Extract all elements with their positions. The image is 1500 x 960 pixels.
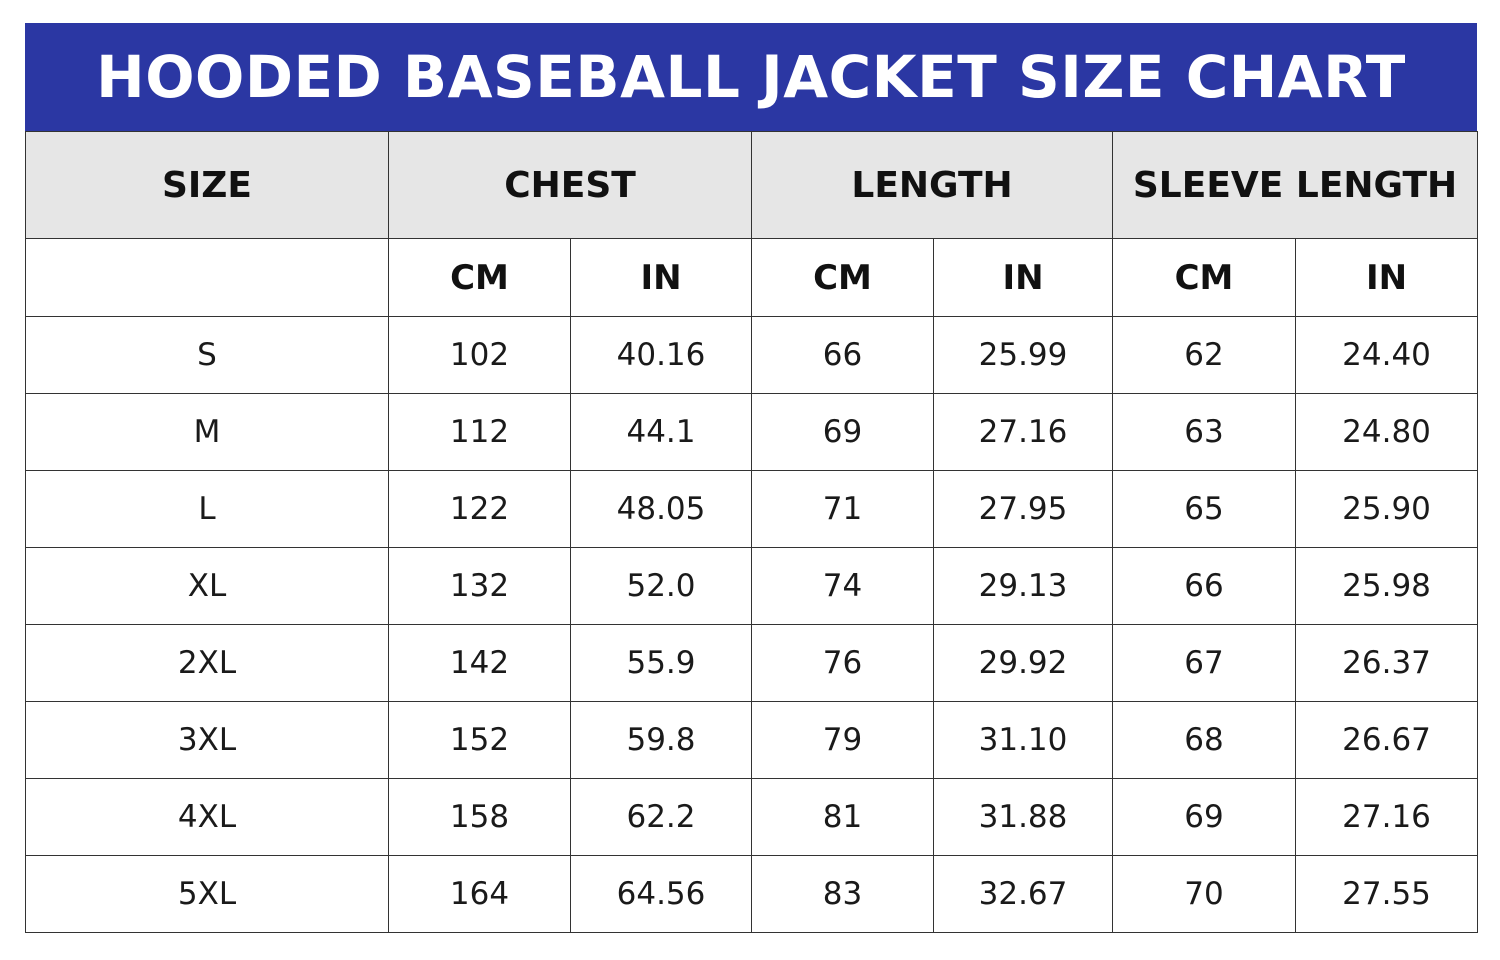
cell-sleeve-in: 25.90 xyxy=(1295,470,1479,548)
cell-chest-cm: 158 xyxy=(388,778,571,856)
cell-size: 3XL xyxy=(25,701,389,779)
cell-chest-in: 59.8 xyxy=(570,701,752,779)
cell-chest-in: 48.05 xyxy=(570,470,752,548)
cell-chest-cm: 152 xyxy=(388,701,571,779)
table-row: 5XL 164 64.56 83 32.67 70 27.55 xyxy=(25,855,1479,933)
cell-length-cm: 81 xyxy=(751,778,934,856)
cell-chest-in: 64.56 xyxy=(570,855,752,933)
cell-chest-in: 62.2 xyxy=(570,778,752,856)
cell-length-in: 29.13 xyxy=(932,547,1114,625)
table-row: 4XL 158 62.2 81 31.88 69 27.16 xyxy=(25,778,1479,856)
chart-title: HOODED BASEBALL JACKET SIZE CHART xyxy=(96,43,1406,111)
cell-size: 2XL xyxy=(25,624,389,702)
table-row: 3XL 152 59.8 79 31.10 68 26.67 xyxy=(25,701,1479,779)
cell-chest-cm: 164 xyxy=(388,855,571,933)
cell-length-cm: 71 xyxy=(751,470,934,548)
table-row: XL 132 52.0 74 29.13 66 25.98 xyxy=(25,547,1479,625)
table-row: L 122 48.05 71 27.95 65 25.90 xyxy=(25,470,1479,548)
table-row: S 102 40.16 66 25.99 62 24.40 xyxy=(25,316,1479,394)
cell-size: XL xyxy=(25,547,389,625)
cell-sleeve-cm: 68 xyxy=(1112,701,1297,779)
cell-chest-cm: 132 xyxy=(388,547,571,625)
cell-length-in: 31.88 xyxy=(932,778,1114,856)
cell-sleeve-in: 24.40 xyxy=(1295,316,1479,394)
cell-length-cm: 76 xyxy=(751,624,934,702)
unit-length-in: IN xyxy=(932,238,1114,317)
cell-length-cm: 66 xyxy=(751,316,934,394)
cell-sleeve-in: 25.98 xyxy=(1295,547,1479,625)
size-chart: HOODED BASEBALL JACKET SIZE CHART SIZE C… xyxy=(25,23,1479,933)
cell-chest-in: 44.1 xyxy=(570,393,752,471)
cell-sleeve-in: 27.16 xyxy=(1295,778,1479,856)
unit-sleeve-cm: CM xyxy=(1112,238,1297,317)
header-row: SIZE CHEST LENGTH SLEEVE LENGTH xyxy=(25,131,1479,239)
header-size: SIZE xyxy=(25,131,389,239)
cell-size: S xyxy=(25,316,389,394)
cell-length-cm: 69 xyxy=(751,393,934,471)
cell-sleeve-in: 26.37 xyxy=(1295,624,1479,702)
table-row: 2XL 142 55.9 76 29.92 67 26.37 xyxy=(25,624,1479,702)
cell-length-in: 32.67 xyxy=(932,855,1114,933)
title-bar: HOODED BASEBALL JACKET SIZE CHART xyxy=(25,23,1477,131)
unit-blank xyxy=(25,238,389,317)
cell-sleeve-in: 24.80 xyxy=(1295,393,1479,471)
cell-chest-in: 40.16 xyxy=(570,316,752,394)
cell-sleeve-in: 26.67 xyxy=(1295,701,1479,779)
cell-sleeve-cm: 63 xyxy=(1112,393,1297,471)
cell-length-cm: 79 xyxy=(751,701,934,779)
cell-length-in: 27.16 xyxy=(932,393,1114,471)
cell-chest-cm: 122 xyxy=(388,470,571,548)
table-row: M 112 44.1 69 27.16 63 24.80 xyxy=(25,393,1479,471)
cell-sleeve-cm: 65 xyxy=(1112,470,1297,548)
cell-chest-cm: 102 xyxy=(388,316,571,394)
header-sleeve-length: SLEEVE LENGTH xyxy=(1112,131,1479,239)
cell-length-in: 27.95 xyxy=(932,470,1114,548)
cell-length-in: 29.92 xyxy=(932,624,1114,702)
cell-sleeve-cm: 69 xyxy=(1112,778,1297,856)
cell-sleeve-cm: 66 xyxy=(1112,547,1297,625)
cell-length-in: 25.99 xyxy=(932,316,1114,394)
unit-length-cm: CM xyxy=(751,238,934,317)
cell-chest-in: 52.0 xyxy=(570,547,752,625)
cell-sleeve-cm: 70 xyxy=(1112,855,1297,933)
cell-sleeve-cm: 67 xyxy=(1112,624,1297,702)
unit-sleeve-in: IN xyxy=(1295,238,1479,317)
cell-size: M xyxy=(25,393,389,471)
unit-chest-cm: CM xyxy=(388,238,571,317)
cell-length-cm: 83 xyxy=(751,855,934,933)
cell-length-cm: 74 xyxy=(751,547,934,625)
cell-chest-in: 55.9 xyxy=(570,624,752,702)
cell-size: L xyxy=(25,470,389,548)
cell-sleeve-in: 27.55 xyxy=(1295,855,1479,933)
cell-chest-cm: 142 xyxy=(388,624,571,702)
unit-chest-in: IN xyxy=(570,238,752,317)
cell-chest-cm: 112 xyxy=(388,393,571,471)
cell-size: 4XL xyxy=(25,778,389,856)
header-chest: CHEST xyxy=(388,131,752,239)
cell-sleeve-cm: 62 xyxy=(1112,316,1297,394)
header-length: LENGTH xyxy=(750,131,1114,239)
cell-length-in: 31.10 xyxy=(932,701,1114,779)
cell-size: 5XL xyxy=(25,855,389,933)
unit-row: CM IN CM IN CM IN xyxy=(25,238,1479,317)
size-table: SIZE CHEST LENGTH SLEEVE LENGTH CM IN CM… xyxy=(25,131,1479,933)
